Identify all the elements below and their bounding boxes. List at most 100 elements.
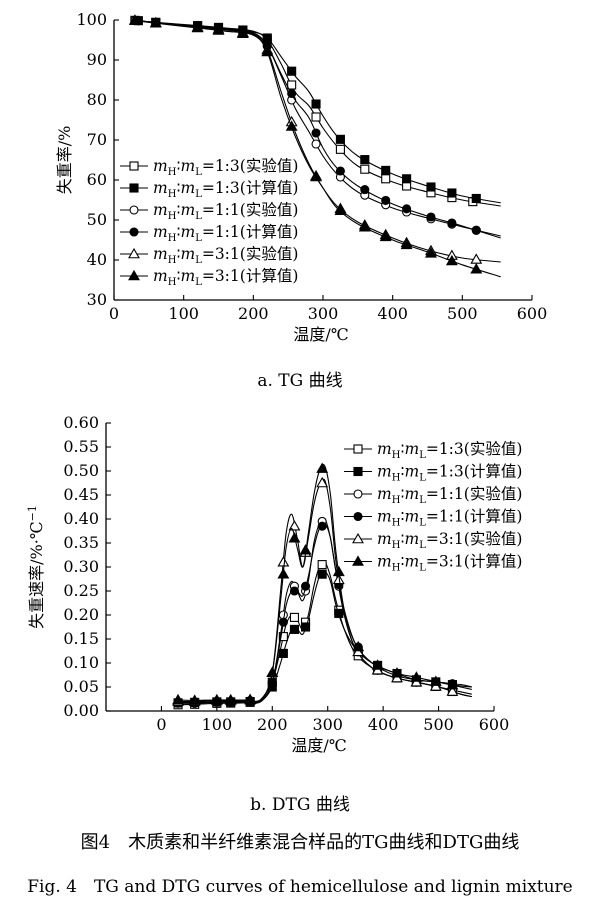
- tg-data-point: [311, 139, 321, 149]
- tg-legend-entry: mH∶mL=1:3(实验值): [153, 157, 298, 178]
- tg-data-point: [212, 24, 225, 35]
- tg-subcaption: a. TG 曲线: [257, 371, 343, 391]
- tg-y-tick-label: 50: [87, 210, 107, 229]
- dtg-data-point: [278, 617, 288, 627]
- dtg-y-tick-label: 0.05: [63, 677, 99, 696]
- dtg-series-line: [178, 561, 472, 706]
- dtg-x-tick-label: 0: [156, 715, 166, 734]
- dtg-data-point: [288, 532, 301, 543]
- dtg-data-point: [371, 659, 384, 670]
- dtg-data-point: [278, 648, 288, 658]
- dtg-data-point: [446, 679, 459, 690]
- tg-data-point: [236, 27, 249, 39]
- dtg-x-axis-label: 温度/℃: [291, 736, 346, 755]
- tg-data-point: [311, 112, 321, 122]
- dtg-legend-entry: mH∶mL=1:3(实验值): [377, 440, 522, 461]
- dtg-data-point: [172, 693, 185, 705]
- dtg-y-tick-label: 0.15: [63, 629, 99, 648]
- dtg-series-2: [173, 569, 472, 708]
- dtg-data-point: [299, 544, 312, 555]
- dtg-series-4: [173, 521, 472, 707]
- tg-x-tick-label: 600: [517, 304, 548, 323]
- dtg-y-tick-label: 0.50: [63, 461, 99, 480]
- dtg-y-tick-label: 0.60: [63, 413, 99, 432]
- dtg-data-point: [410, 671, 423, 682]
- tg-y-tick-label: 40: [87, 250, 107, 269]
- dtg-legend-entry: mH∶mL=1:3(计算值): [377, 462, 522, 484]
- dtg-data-point: [334, 608, 344, 618]
- dtg-data-point: [188, 694, 201, 705]
- dtg-data-point: [278, 632, 288, 642]
- dtg-series-6: [172, 462, 472, 705]
- dtg-data-point: [429, 675, 442, 686]
- tg-legend-marker: [129, 227, 139, 237]
- tg-data-point: [425, 247, 437, 258]
- tg-legend-marker: [128, 269, 140, 281]
- dtg-data-point: [332, 573, 345, 585]
- tg-data-point: [381, 195, 391, 205]
- dtg-y-axis-label-sup: −1: [26, 505, 39, 521]
- tg-legend-entry: mH∶mL=3:1(计算值): [153, 266, 298, 288]
- tg-data-point: [335, 134, 345, 144]
- dtg-x-tick-label: 100: [202, 715, 233, 734]
- tg-data-point: [334, 204, 347, 215]
- dtg-x-tick-label: 300: [312, 715, 343, 734]
- tg-x-tick-label: 100: [168, 304, 199, 323]
- tg-data-point: [426, 182, 436, 192]
- tg-data-point: [471, 225, 481, 235]
- dtg-x-tick-label: 200: [257, 715, 288, 734]
- tg-data-point: [400, 238, 413, 250]
- dtg-data-point: [288, 520, 301, 531]
- dtg-data-point: [277, 556, 290, 567]
- tg-data-point: [358, 221, 371, 232]
- tg-y-tick-label: 70: [87, 130, 107, 149]
- tg-y-tick-label: 100: [76, 10, 107, 29]
- tg-legend-marker: [128, 247, 140, 259]
- tg-data-point: [360, 155, 370, 165]
- figure-caption-en: Fig. 4 TG and DTG curves of hemicellulos…: [27, 877, 573, 897]
- dtg-data-point: [300, 622, 311, 632]
- tg-legend-entry: mH∶mL=3:1(实验值): [153, 245, 298, 266]
- dtg-series-line: [178, 522, 472, 703]
- dtg-subcaption: b. DTG 曲线: [250, 795, 350, 815]
- tg-y-tick-label: 60: [87, 170, 107, 189]
- dtg-data-point: [352, 640, 365, 652]
- tg-data-point: [191, 21, 204, 33]
- tg-data-point: [402, 204, 412, 214]
- dtg-data-point: [266, 666, 279, 677]
- dtg-legend-entry: mH∶mL=3:1(计算值): [377, 552, 522, 574]
- dtg-data-point: [391, 667, 403, 678]
- tg-data-point: [470, 263, 483, 274]
- tg-data-point: [285, 120, 298, 131]
- tg-y-tick-label: 30: [87, 290, 107, 309]
- tg-data-point: [287, 88, 297, 99]
- tg-series-6: [128, 14, 501, 278]
- dtg-legend-marker: [353, 444, 363, 454]
- dtg-data-point: [210, 693, 223, 705]
- tg-data-point: [128, 14, 141, 25]
- tg-data-point: [447, 188, 457, 198]
- dtg-data-point: [317, 560, 327, 570]
- dtg-data-point: [332, 565, 345, 577]
- tg-data-point: [360, 164, 370, 174]
- dtg-legend-marker: [353, 511, 363, 522]
- dtg-y-tick-label: 0.30: [63, 557, 99, 576]
- dtg-legend-entry: mH∶mL=1:1(实验值): [377, 485, 522, 506]
- tg-x-tick-label: 400: [377, 304, 408, 323]
- dtg-data-point: [277, 568, 290, 579]
- dtg-legend-entry: mH∶mL=3:1(实验值): [377, 530, 522, 551]
- tg-legend-entry: mH∶mL=1:1(实验值): [153, 201, 298, 222]
- tg-legend-marker: [129, 205, 139, 215]
- dtg-y-tick-label: 0.10: [63, 653, 99, 672]
- dtg-y-tick-label: 0.45: [63, 485, 99, 504]
- tg-x-tick-label: 500: [447, 304, 478, 323]
- dtg-series-line: [178, 571, 472, 704]
- dtg-data-point: [289, 612, 300, 622]
- tg-data-point: [335, 144, 345, 154]
- dtg-series-1: [173, 560, 472, 710]
- dtg-data-point: [244, 693, 257, 704]
- dtg-x-tick-label: 400: [368, 715, 399, 734]
- tg-legend-marker: [129, 161, 139, 171]
- dtg-y-tick-label: 0.35: [63, 533, 99, 552]
